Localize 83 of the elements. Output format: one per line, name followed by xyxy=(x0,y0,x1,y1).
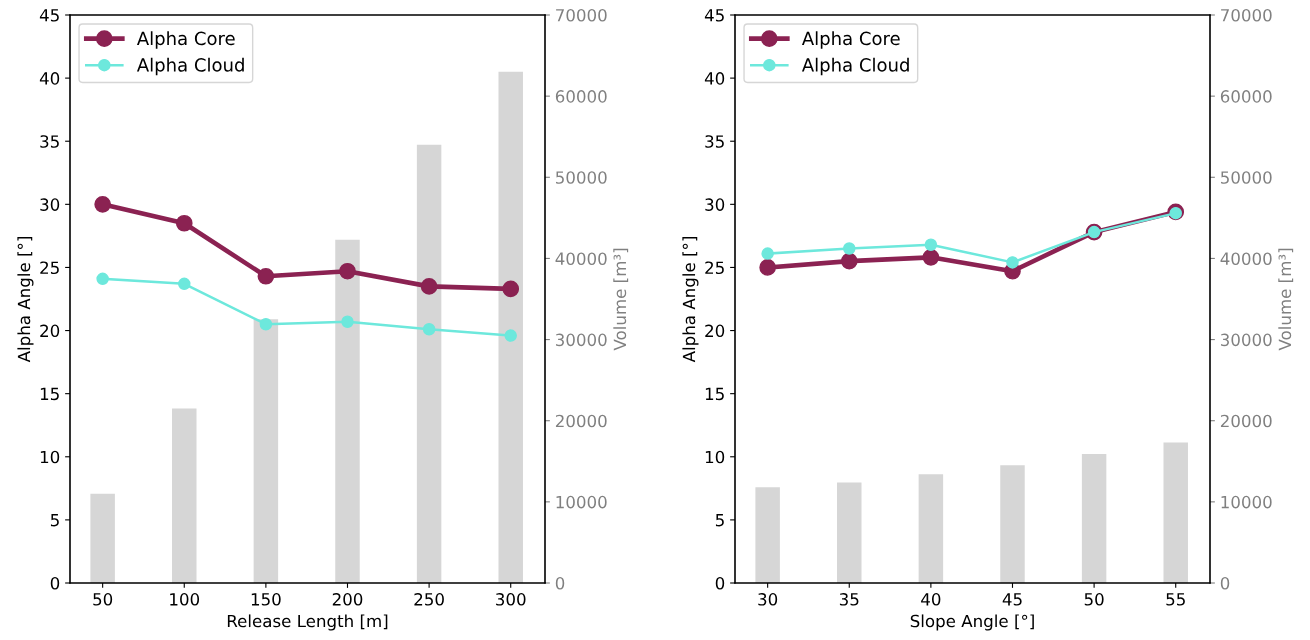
point xyxy=(94,195,111,213)
y2-tick-label: 60000 xyxy=(1220,90,1272,103)
point xyxy=(759,259,776,276)
x-axis-title: Release Length [m] xyxy=(227,614,388,631)
y2-tick-label: 50000 xyxy=(556,171,607,184)
legend-label: Alpha Core xyxy=(801,31,900,49)
point xyxy=(924,238,938,251)
y-tick-label: 45 xyxy=(704,9,724,22)
bar xyxy=(253,319,279,583)
x-axis-title: Slope Angle [°] xyxy=(910,614,1034,631)
point xyxy=(504,329,517,342)
y-tick-label: 30 xyxy=(705,198,725,211)
y-tick-label: 0 xyxy=(715,576,725,590)
point xyxy=(761,247,774,260)
y-axis-title: Alpha Angle [°] xyxy=(682,237,699,363)
y-tick-label: 35 xyxy=(40,135,59,148)
y2-tick-label: 40000 xyxy=(1220,252,1272,265)
x-tick-label: 35 xyxy=(839,593,859,606)
y-tick-label: 20 xyxy=(705,324,725,338)
point xyxy=(840,252,858,270)
y-tick-label: 45 xyxy=(39,9,59,22)
point xyxy=(178,277,191,291)
y2-axis-title: Volume [m³] xyxy=(613,248,629,351)
bar xyxy=(90,493,115,583)
x-tick-label: 50 xyxy=(93,593,113,606)
x-tick-label: 200 xyxy=(332,593,363,606)
point xyxy=(257,267,275,285)
bar xyxy=(416,144,442,583)
x-tick-label: 300 xyxy=(496,593,526,606)
y2-tick-label: 70000 xyxy=(556,8,607,22)
y2-axis-title: Volume [m³] xyxy=(1278,248,1294,351)
y2-tick-label: 20000 xyxy=(1220,414,1272,428)
y-tick-label: 15 xyxy=(40,387,59,401)
y-tick-label: 25 xyxy=(40,261,59,275)
bar xyxy=(172,408,197,583)
y-tick-label: 25 xyxy=(705,261,724,275)
y-tick-label: 5 xyxy=(715,514,724,527)
point xyxy=(502,280,520,298)
point xyxy=(175,214,193,232)
y-tick-label: 10 xyxy=(705,450,725,464)
x-tick-label: 100 xyxy=(170,593,200,606)
y2-tick-label: 30000 xyxy=(555,333,607,347)
y-tick-label: 30 xyxy=(40,198,60,211)
y-axis-title: Alpha Angle [°] xyxy=(17,237,34,363)
y-tick-label: 40 xyxy=(704,72,725,85)
x-tick-label: 250 xyxy=(414,593,444,606)
y-tick-label: 35 xyxy=(705,135,724,148)
x-tick-label: 55 xyxy=(1166,593,1185,606)
point xyxy=(843,242,856,255)
y2-tick-label: 10000 xyxy=(1221,495,1272,509)
point xyxy=(96,272,109,286)
point xyxy=(922,249,940,266)
y-tick-label: 40 xyxy=(39,72,60,85)
x-tick-label: 150 xyxy=(251,593,281,606)
bar xyxy=(498,71,523,583)
y2-tick-label: 40000 xyxy=(555,252,607,265)
x-tick-label: 40 xyxy=(921,593,941,606)
point xyxy=(341,315,354,328)
y2-tick-label: 10000 xyxy=(556,495,607,509)
y2-tick-label: 20000 xyxy=(555,414,607,428)
y2-tick-label: 70000 xyxy=(1221,8,1272,22)
point xyxy=(1006,256,1019,269)
legend-label: Alpha Core xyxy=(136,31,235,49)
point xyxy=(420,278,438,295)
y-tick-label: 15 xyxy=(705,387,724,401)
y2-tick-label: 30000 xyxy=(1220,333,1272,347)
x-tick-label: 45 xyxy=(1002,593,1022,606)
y-tick-label: 0 xyxy=(50,576,60,590)
legend-label: Alpha Cloud xyxy=(136,57,244,76)
y-tick-label: 10 xyxy=(40,450,60,464)
y2-tick-label: 0 xyxy=(555,576,565,590)
x-tick-label: 30 xyxy=(758,593,778,606)
bar xyxy=(335,239,360,583)
y-tick-label: 20 xyxy=(40,324,60,338)
legend-label: Alpha Cloud xyxy=(801,57,909,76)
y-tick-label: 5 xyxy=(50,514,59,527)
point xyxy=(422,323,436,336)
y2-tick-label: 60000 xyxy=(555,90,607,103)
y2-tick-label: 50000 xyxy=(1221,171,1272,184)
y2-tick-label: 0 xyxy=(1220,576,1230,590)
x-tick-label: 50 xyxy=(1084,593,1104,606)
point xyxy=(339,262,356,280)
point xyxy=(259,317,273,331)
